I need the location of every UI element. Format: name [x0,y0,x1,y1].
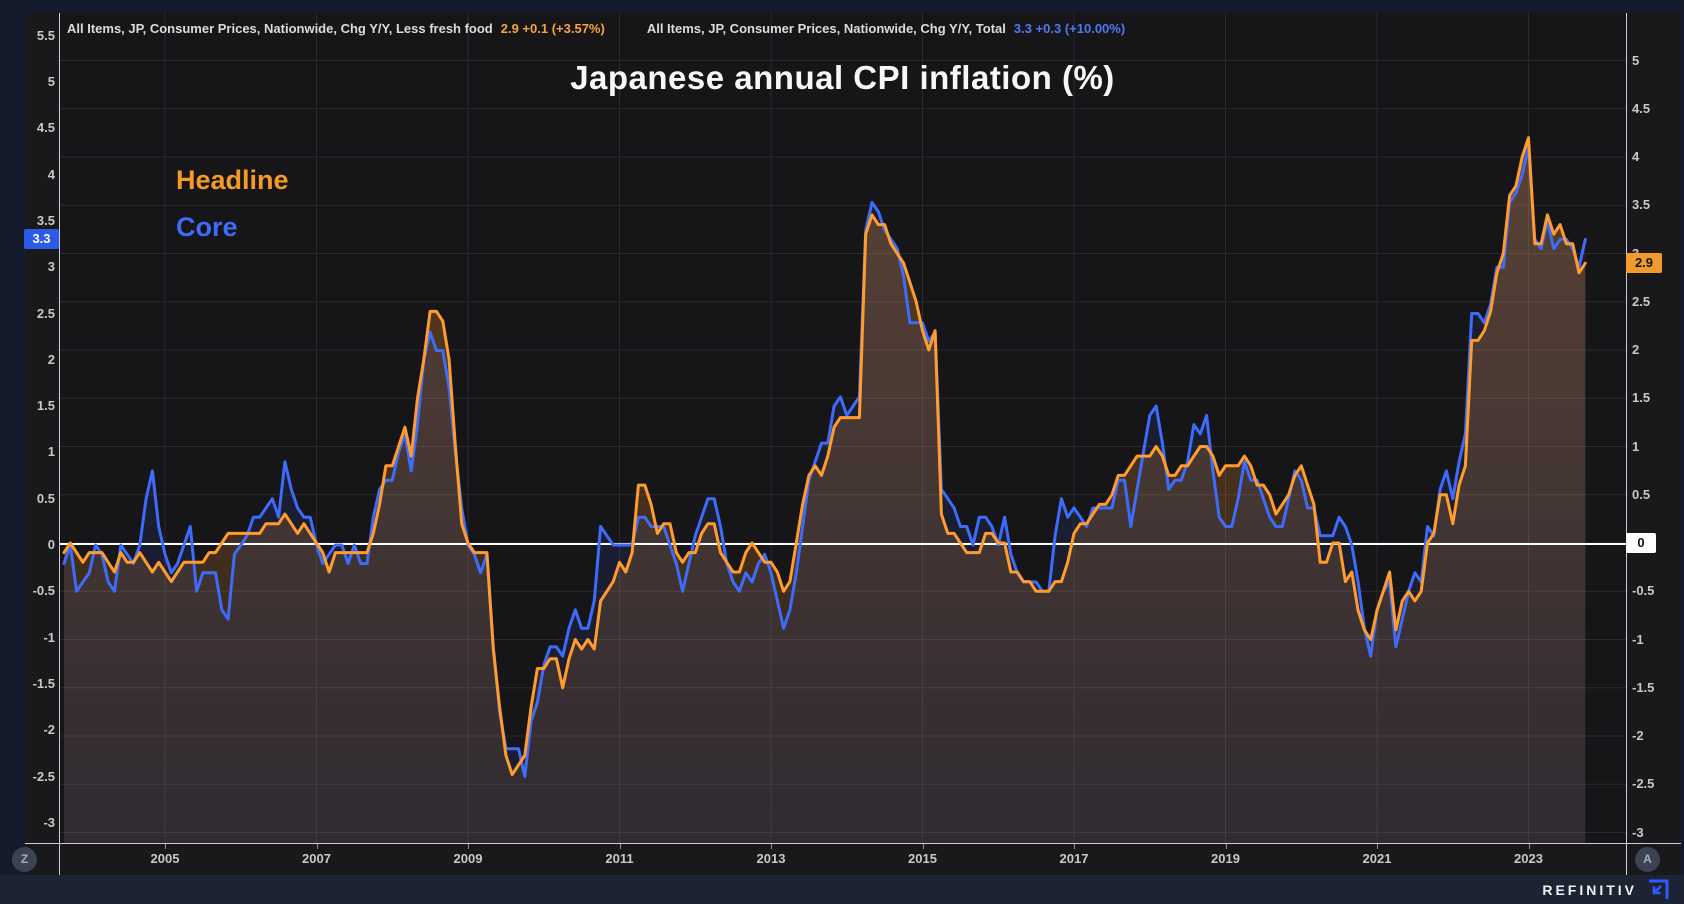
refinitiv-logo-icon [1649,879,1669,899]
x-axis-year-label: 2017 [1059,851,1089,866]
x-axis-tick-mark [1074,844,1075,849]
series-core-value: 3.3 +0.3 (+10.00%) [1013,20,1126,36]
y-axis-left-tick-label: 0 [47,537,55,552]
x-axis-year-label: 2009 [453,851,483,866]
core-area-fill [64,146,1586,843]
y-axis-right-tick-label: 4.5 [1632,100,1651,116]
x-axis-year-label: 2005 [150,851,180,866]
x-axis-tick-mark [619,844,621,849]
headline-series-line [62,136,1587,777]
refinitiv-wordmark: REFINITIV [1542,881,1637,898]
x-axis-year-label: 2013 [756,851,786,866]
y-axis-left-tick-label: -3 [43,814,55,830]
legend-item-core[interactable]: Core [176,212,238,242]
y-axis-right-tick-label: 4 [1632,149,1640,164]
x-axis-year-label: 2023 [1514,851,1543,866]
y-axis-left-tick-label: 5 [47,74,55,89]
x-axis-year-label: 2019 [1211,851,1240,866]
y-axis-right-tick-label: 3.5 [1632,197,1651,213]
y-axis-left-tick-label: 0.5 [36,490,55,506]
x-axis-tick-mark [1377,844,1378,849]
y-axis-left-tick-label: 1 [47,444,55,460]
x-axis-tick-mark [922,844,924,849]
last-value-badge-core: 3.3 [24,229,59,250]
series-header: All Items, JP, Consumer Prices, Nationwi… [67,17,1125,39]
plot-bottom-border [25,843,1681,844]
status-bar: REFINITIV [0,875,1684,904]
series-core-label: All Items, JP, Consumer Prices, Nationwi… [646,20,1006,36]
headline-area-fill [64,137,1586,843]
series-header-headline[interactable]: All Items, JP, Consumer Prices, Nationwi… [67,21,605,36]
chart-panel: All Items, JP, Consumer Prices, Nationwi… [12,13,1681,875]
y-axis-right-tick-label: -1 [1632,631,1644,647]
y-axis-left-tick-label: 1.5 [36,398,55,414]
series-header-core[interactable]: All Items, JP, Consumer Prices, Nationwi… [647,21,1125,36]
y-axis-left-tick-label: 3 [47,259,55,275]
chart-title: Japanese annual CPI inflation (%) [570,59,1115,96]
y-axis-right-tick-label: -2 [1632,728,1644,743]
last-value-badge-headline: 2.9 [1626,253,1662,274]
x-axis-tick-mark [1528,844,1530,849]
series-headline-value: 2.9 +0.1 (+3.57%) [500,20,605,36]
x-axis-year-label: 2021 [1362,851,1392,866]
y-axis-left-tick-label: -1.5 [32,675,55,691]
x-axis-year-label: 2011 [605,851,634,866]
zero-level-badge: 0 [1626,533,1656,553]
x-axis-tick-mark [771,844,772,849]
x-axis-year-label: 2015 [908,851,937,866]
y-axis-left-tick-label: -2.5 [32,768,55,784]
series-headline-label: All Items, JP, Consumer Prices, Nationwi… [67,20,493,36]
y-axis-left-tick-label: -2 [43,722,55,738]
y-axis-right-tick-label: 2 [1632,342,1640,357]
y-axis-left-tick-label: 4 [47,166,55,182]
y-axis-left-tick-label: 3.5 [36,212,55,228]
y-axis-left-tick-label: 2 [47,351,55,367]
y-axis-right-tick-label: -2.5 [1632,776,1655,792]
x-axis-tick-mark [165,844,166,849]
y-axis-left-tick-label: 2.5 [36,305,55,321]
core-series-line [62,145,1587,778]
x-axis-year-label: 2007 [302,851,331,866]
plot-left-border [59,13,60,875]
y-axis-right-tick-label: 3 [1632,245,1672,263]
y-axis-right-tick-label: 5 [1632,52,1640,68]
auto-scale-button[interactable]: A [1635,847,1660,872]
y-axis-left-tick-label: 4.5 [36,120,55,136]
y-axis-right-tick-label: -3 [1632,824,1644,840]
y-axis-left-tick-label: -0.5 [32,583,55,599]
zoom-mode-button[interactable]: Z [12,847,37,872]
cpi-line-chart[interactable] [59,13,1626,843]
y-axis-right-tick-label: 2.5 [1632,293,1651,309]
x-axis-tick-mark [316,844,318,849]
y-axis-right-tick-label: 0.5 [1632,486,1651,502]
y-axis-left-tick-label: -1 [43,629,55,645]
legend-item-headline[interactable]: Headline [176,165,289,195]
y-axis-right-tick-label: -0.5 [1632,583,1655,599]
y-axis-right-tick-label: 1 [1632,438,1640,454]
plot-right-border [1626,13,1627,875]
y-axis-right-tick-label: 1.5 [1632,390,1651,406]
y-axis-left-tick-label: 5.5 [36,27,55,43]
brand-block: REFINITIV [1542,875,1670,904]
x-axis-tick-mark [1225,844,1227,849]
x-axis: Z A 2005 2007 2009 2011 2013 2015 2017 2019 2021… [12,844,1681,875]
x-axis-tick-mark [468,844,469,849]
y-axis-right-tick-label: -1.5 [1632,679,1655,695]
